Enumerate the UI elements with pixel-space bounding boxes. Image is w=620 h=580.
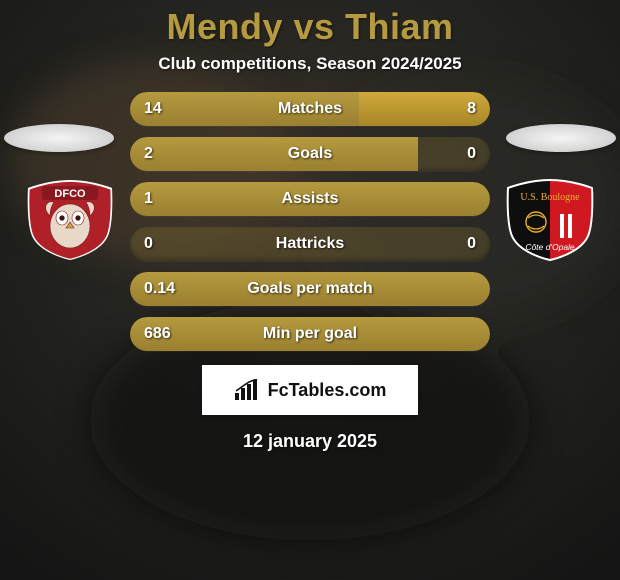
brand-box[interactable]: FcTables.com [202,365,418,415]
stat-label: Min per goal [263,325,357,343]
stat-value-right: 0 [467,235,476,253]
stat-value-left: 0.14 [144,280,175,298]
stat-value-left: 0 [144,235,153,253]
stat-row-matches: 14 Matches 8 [130,92,490,126]
stat-value-left: 1 [144,190,153,208]
stat-row-goals: 2 Goals 0 [130,137,490,171]
bar-left [130,137,418,171]
stat-row-mpg: 686 Min per goal [130,317,490,351]
stat-value-right: 0 [467,145,476,163]
footer-date: 12 january 2025 [243,431,377,452]
stat-value-left: 686 [144,325,171,343]
stat-row-gpm: 0.14 Goals per match [130,272,490,306]
svg-text:DFCO: DFCO [54,188,86,200]
player-left-silhouette [4,124,114,152]
svg-text:Côte d'Opale: Côte d'Opale [525,242,575,252]
brand-logo-icon [234,379,262,401]
svg-text:U.S. Boulogne: U.S. Boulogne [520,192,580,203]
stat-label: Goals per match [247,280,372,298]
player-right-silhouette [506,124,616,152]
club-badge-left: DFCO [20,178,120,262]
stat-row-assists: 1 Assists [130,182,490,216]
stat-value-left: 2 [144,145,153,163]
page-subtitle: Club competitions, Season 2024/2025 [158,54,461,74]
stat-label: Hattricks [276,235,344,253]
stat-row-hattricks: 0 Hattricks 0 [130,227,490,261]
club-badge-right: U.S. Boulogne Côte d'Opale [500,178,600,262]
brand-text: FcTables.com [268,380,387,401]
stat-value-left: 14 [144,100,162,118]
stat-label: Assists [282,190,339,208]
stat-label: Matches [278,100,342,118]
stat-value-right: 8 [467,100,476,118]
page-title: Mendy vs Thiam [166,6,453,48]
stat-label: Goals [288,145,332,163]
